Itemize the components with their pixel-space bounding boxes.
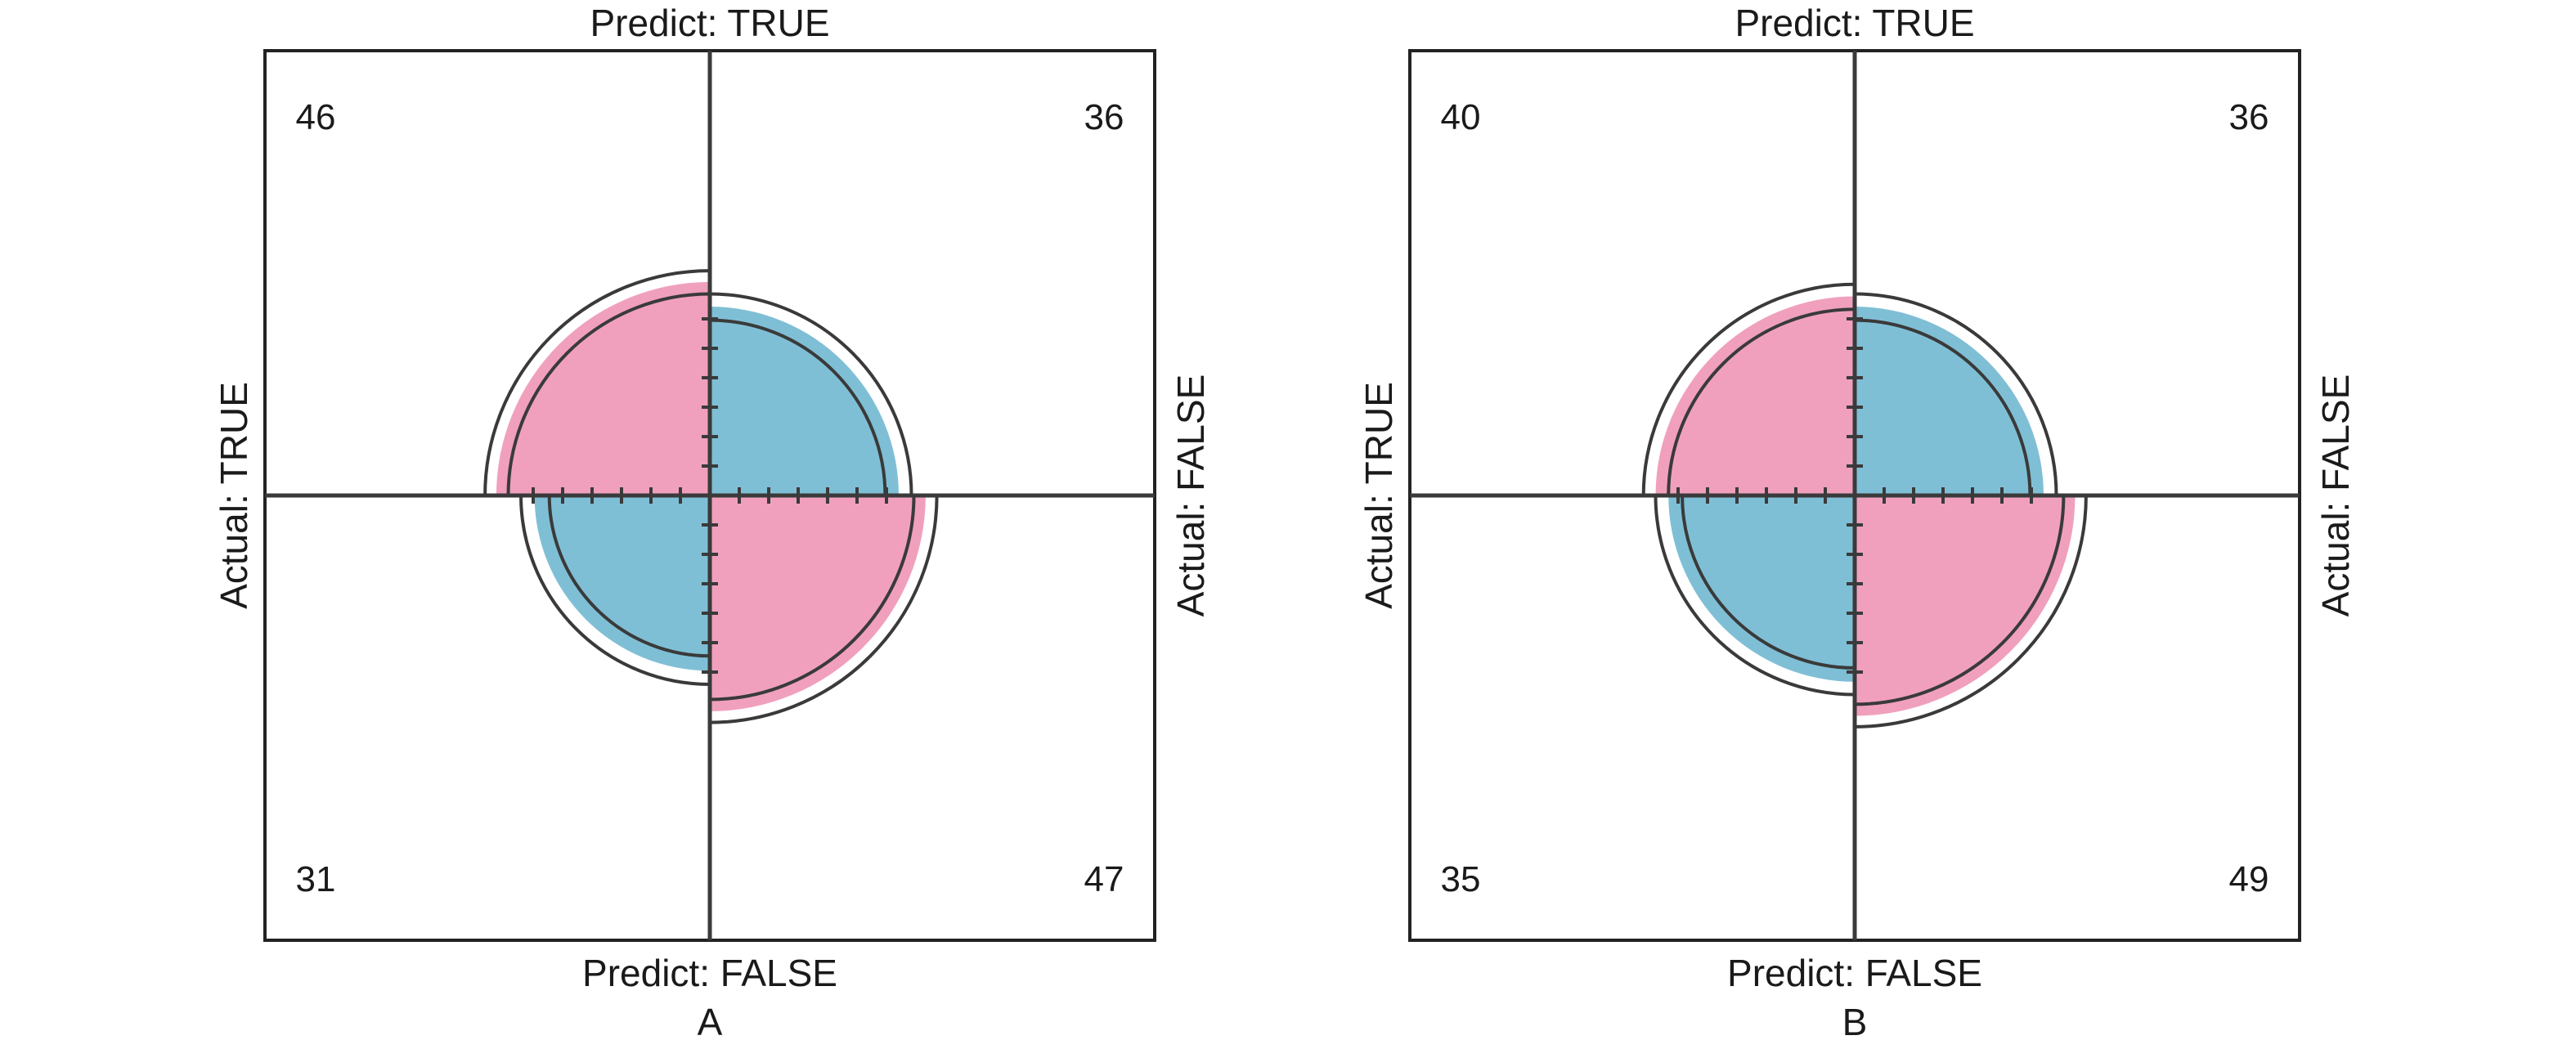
ci-inner-arc-top-left [506,292,711,496]
ci-inner-arc-top-left [1667,307,1856,496]
ci-inner-arc-top-right [709,318,887,496]
count-bottom-right: 47 [1084,859,1124,899]
count-top-right: 36 [2229,97,2269,137]
label-predict-false: Predict: FALSE [1727,952,1982,994]
label-predict-true: Predict: TRUE [590,2,829,44]
sector-top-left [496,281,710,495]
sector-bottom-right [1855,495,2076,716]
fourfold-panel-b: 40 36 35 49 Predict: TRUE Predict: FALSE Actua… [1358,2,2357,1043]
ci-outer-arc-top-right [1854,292,2058,496]
ci-inner-arc-bottom-right [709,495,916,702]
sector-top-right [1855,307,2044,495]
count-bottom-left: 31 [296,859,336,899]
count-top-left: 40 [1441,97,1481,137]
ci-outer-arc-bottom-right [1854,495,2088,728]
label-actual-false: Actual: FALSE [2314,374,2357,617]
count-bottom-left: 35 [1441,859,1481,899]
label-actual-true: Actual: TRUE [1358,382,1400,609]
ci-inner-arc-bottom-left [1681,495,1856,670]
ci-outer-arc-bottom-right [709,495,939,724]
ci-outer-arc-top-left [483,269,711,496]
label-predict-false: Predict: FALSE [582,952,837,994]
sector-bottom-left [1668,495,1855,682]
ci-inner-arc-bottom-left [547,495,711,658]
ci-inner-arc-top-right [1854,318,2032,496]
label-predict-true: Predict: TRUE [1735,2,1974,44]
fourfold-panel-a: 46 36 31 47 Predict: TRUE Predict: FALSE Actua… [213,2,1212,1043]
sector-bottom-left [534,495,710,671]
count-top-right: 36 [1084,97,1124,137]
panel-label: B [1842,1001,1868,1043]
panel-label: A [698,1001,723,1043]
label-actual-true: Actual: TRUE [213,382,255,609]
sector-bottom-right [710,495,926,711]
ci-outer-arc-bottom-left [1654,495,1856,697]
count-bottom-right: 49 [2229,859,2269,899]
sector-top-left [1655,296,1855,495]
ci-outer-arc-bottom-left [519,495,711,686]
sector-top-right [710,307,899,495]
label-actual-false: Actual: FALSE [1169,374,1212,617]
ci-outer-arc-top-right [709,292,913,496]
ci-outer-arc-top-left [1641,282,1856,496]
count-top-left: 46 [296,97,336,137]
ci-inner-arc-bottom-right [1854,495,2066,706]
